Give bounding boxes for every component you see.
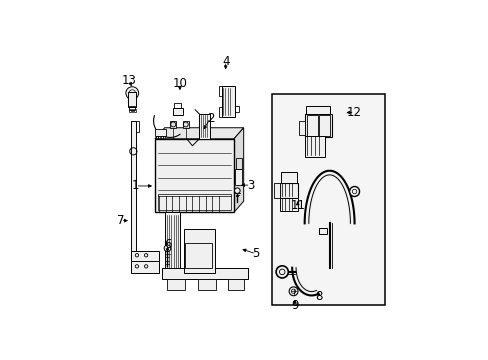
Bar — [274, 183, 280, 198]
Text: 11: 11 — [290, 199, 305, 212]
Bar — [131, 121, 136, 262]
Bar — [162, 268, 247, 279]
Bar — [305, 105, 330, 114]
Bar — [131, 261, 158, 273]
Bar — [156, 135, 158, 139]
Text: 12: 12 — [346, 106, 361, 119]
Bar — [199, 114, 209, 139]
Text: 1: 1 — [132, 179, 139, 193]
Circle shape — [349, 186, 359, 197]
Bar — [306, 115, 317, 136]
Bar — [185, 243, 211, 268]
Bar — [218, 86, 221, 96]
Bar — [279, 198, 297, 211]
Bar — [129, 109, 131, 112]
Bar — [234, 105, 239, 112]
Bar — [155, 139, 233, 212]
Bar — [163, 135, 165, 139]
Bar — [174, 103, 181, 108]
Polygon shape — [155, 128, 243, 139]
Bar — [221, 86, 234, 117]
Bar — [170, 121, 176, 128]
Bar — [304, 136, 325, 157]
Bar — [158, 194, 231, 210]
Bar — [183, 229, 214, 273]
Text: 10: 10 — [172, 77, 187, 90]
Bar — [131, 109, 133, 112]
Bar — [164, 212, 180, 273]
Text: 7: 7 — [117, 214, 124, 227]
Text: 5: 5 — [252, 247, 259, 260]
Text: 13: 13 — [122, 74, 136, 87]
Bar — [304, 114, 332, 138]
Bar — [128, 92, 136, 107]
Bar — [136, 121, 139, 132]
Bar — [183, 121, 188, 128]
Bar — [280, 172, 296, 183]
Text: 9: 9 — [291, 299, 298, 312]
Bar — [173, 108, 183, 115]
Text: 4: 4 — [222, 55, 229, 68]
Bar — [134, 109, 135, 112]
Bar — [298, 121, 305, 135]
Text: 8: 8 — [314, 290, 322, 303]
Bar — [198, 279, 216, 290]
Bar — [129, 105, 135, 110]
Bar — [318, 228, 326, 234]
Circle shape — [125, 87, 138, 99]
Bar — [158, 135, 160, 139]
Text: 2: 2 — [206, 112, 214, 125]
Text: 6: 6 — [163, 238, 171, 251]
Bar — [131, 251, 158, 262]
Circle shape — [276, 266, 288, 278]
Bar — [235, 169, 242, 185]
Circle shape — [164, 245, 170, 252]
Circle shape — [234, 188, 240, 193]
Bar — [167, 279, 185, 290]
Bar — [319, 115, 330, 136]
Bar — [218, 107, 221, 117]
Bar — [279, 183, 297, 198]
Bar — [228, 279, 243, 290]
Bar — [272, 94, 385, 305]
Text: 3: 3 — [246, 179, 254, 192]
Polygon shape — [233, 128, 243, 212]
Bar — [236, 158, 241, 169]
Bar — [161, 135, 163, 139]
Bar — [155, 129, 166, 136]
Circle shape — [288, 287, 297, 296]
